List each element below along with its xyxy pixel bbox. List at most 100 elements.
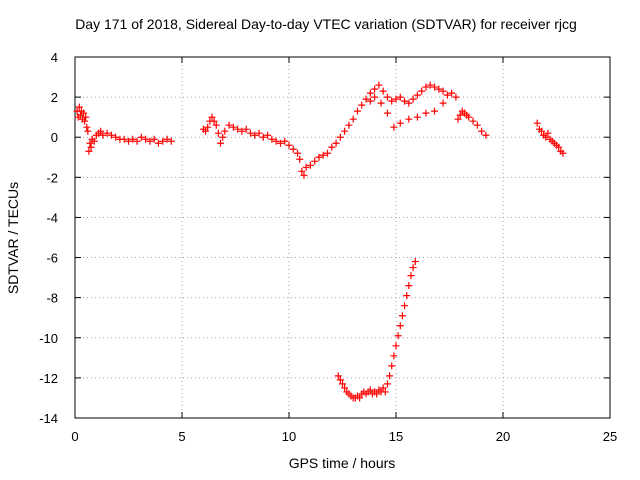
data-point: [336, 133, 344, 141]
data-point: [366, 89, 374, 97]
data-point: [146, 137, 154, 145]
data-point: [394, 332, 402, 340]
series-arc-3: [199, 81, 460, 179]
data-point: [426, 81, 434, 89]
x-tick-label: 15: [389, 429, 403, 444]
data-point: [422, 109, 430, 117]
data-point: [302, 163, 310, 171]
data-point: [373, 390, 381, 398]
data-point: [390, 352, 398, 360]
data-point: [401, 97, 409, 105]
data-point: [212, 121, 220, 129]
data-point: [229, 123, 237, 131]
data-point: [300, 171, 308, 179]
data-point: [87, 143, 95, 151]
data-point: [328, 143, 336, 151]
plot-frame: [74, 56, 611, 419]
data-point: [285, 141, 293, 149]
data-point: [383, 380, 391, 388]
data-point: [544, 129, 552, 137]
data-point: [251, 131, 259, 139]
data-point: [80, 109, 88, 117]
x-tick-label: 10: [282, 429, 296, 444]
data-point: [142, 135, 150, 143]
x-tick-label: 0: [71, 429, 78, 444]
data-point: [555, 143, 563, 151]
data-point: [306, 161, 314, 169]
data-point: [405, 99, 413, 107]
data-point: [409, 264, 417, 272]
data-point: [431, 107, 439, 115]
data-point: [542, 133, 550, 141]
data-point: [533, 119, 541, 127]
data-point: [137, 133, 145, 141]
grid-layer: [75, 57, 610, 418]
y-tick-label: -4: [46, 210, 58, 225]
data-point: [469, 117, 477, 125]
data-point: [465, 113, 473, 121]
data-point: [319, 151, 327, 159]
data-point: [315, 153, 323, 161]
data-point: [396, 322, 404, 330]
data-point: [112, 133, 120, 141]
data-point: [383, 93, 391, 101]
data-point: [289, 145, 297, 153]
data-point: [83, 123, 91, 131]
data-point: [422, 83, 430, 91]
data-point: [431, 83, 439, 91]
data-point: [129, 135, 137, 143]
data-point: [538, 127, 546, 135]
data-point: [418, 87, 426, 95]
data-point: [407, 272, 415, 280]
data-point: [219, 133, 227, 141]
data-point: [413, 113, 421, 121]
data-point: [81, 117, 89, 125]
data-point: [120, 135, 128, 143]
data-point: [281, 137, 289, 145]
data-point: [163, 135, 171, 143]
data-point: [264, 131, 272, 139]
data-point: [133, 137, 141, 145]
data-point: [217, 139, 225, 147]
data-point: [125, 137, 132, 145]
data-point: [358, 101, 366, 109]
data-point: [210, 117, 218, 125]
y-tick-label: -8: [46, 291, 58, 306]
data-point: [413, 91, 421, 99]
data-point: [454, 115, 462, 123]
data-point: [208, 113, 216, 121]
data-point: [390, 123, 398, 131]
series-arc-1: [73, 103, 92, 135]
data-point: [84, 127, 92, 135]
data-point: [336, 376, 344, 384]
data-point: [371, 85, 379, 93]
data-point: [456, 111, 464, 119]
x-tick-label: 20: [496, 429, 510, 444]
data-point: [334, 372, 342, 380]
data-point: [386, 372, 394, 380]
data-point: [409, 95, 417, 103]
data-point: [103, 129, 111, 137]
data-point: [99, 131, 107, 139]
data-point: [403, 292, 411, 300]
data-point: [296, 155, 304, 163]
data-point: [473, 121, 481, 129]
data-point: [366, 97, 374, 105]
data-point: [255, 129, 263, 137]
data-point: [356, 394, 364, 402]
data-point: [353, 107, 361, 115]
data-point: [234, 125, 242, 133]
y-tick-label: 0: [51, 130, 58, 145]
data-point: [324, 149, 332, 157]
data-point: [559, 149, 567, 157]
x-tick-label: 5: [178, 429, 185, 444]
data-point: [435, 85, 443, 93]
data-point: [439, 99, 447, 107]
y-tick-label: -12: [39, 371, 58, 386]
data-point: [159, 137, 167, 145]
data-point: [439, 87, 447, 95]
data-point: [443, 91, 451, 99]
data-point: [381, 388, 389, 396]
data-point: [366, 386, 374, 394]
